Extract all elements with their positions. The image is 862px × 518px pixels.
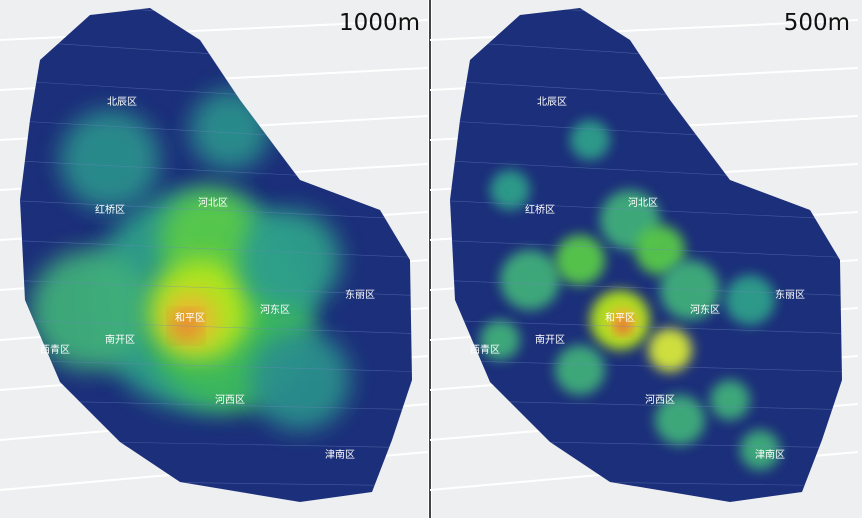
street [20,319,412,335]
heat-blob [740,430,780,470]
heat-blob [480,320,520,360]
district-label: 津南区 [325,448,355,461]
heat-blob [648,328,692,372]
district-label: 津南区 [755,448,785,461]
district-label: 和平区 [605,312,635,324]
heat-blob [250,330,350,430]
street [450,199,842,221]
panel-title: 500m [784,10,850,36]
street [450,319,842,335]
district-label: 河西区 [645,394,675,406]
heat-blob [500,250,560,310]
heat-blob [555,235,605,285]
district-label: 红桥区 [95,203,125,216]
street [20,239,412,259]
district-label: 河北区 [628,197,658,209]
district-label: 北辰区 [537,96,567,108]
district-label: 河东区 [260,303,290,316]
district-label: 东丽区 [345,288,375,301]
district-label: 河北区 [198,197,228,209]
district-label: 南开区 [105,333,135,346]
heat-blob [240,210,340,310]
street [450,239,842,259]
street [450,359,842,373]
district-label: 河东区 [690,303,720,316]
heat-blob [635,225,685,275]
heat-blob [555,345,605,395]
street [450,279,842,297]
heat-blob [725,275,775,325]
heat-blob [490,170,530,210]
street [20,359,412,373]
district-label: 南开区 [535,333,565,346]
heat-blob [30,250,150,370]
heat-blob [710,380,750,420]
heat-blob [60,110,160,210]
district-label: 西青区 [470,343,500,356]
heat-blob [570,120,610,160]
district-label: 河西区 [215,394,245,406]
panel-title: 1000m [339,10,420,36]
heat-blob [660,260,720,320]
district-label: 东丽区 [775,288,805,301]
heat-blob [655,395,705,445]
district-label: 西青区 [40,343,70,356]
street [20,199,412,221]
district-label: 北辰区 [107,96,137,108]
district-label: 和平区 [175,312,205,324]
heat-layer [20,8,412,502]
street [20,279,412,297]
district-label: 红桥区 [525,203,555,216]
